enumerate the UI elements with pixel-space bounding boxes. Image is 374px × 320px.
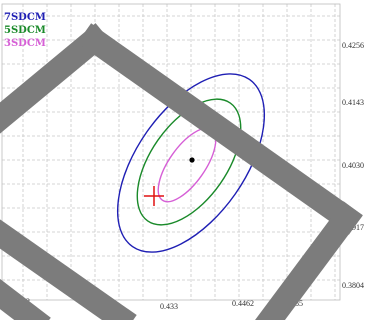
target-plus-marker — [144, 186, 164, 206]
center-point — [189, 157, 195, 163]
y-tick-label: 0.4143 — [342, 98, 364, 107]
legend-3sdcm: 3SDCM — [4, 38, 46, 49]
legend-7sdcm: 7SDCM — [4, 12, 46, 23]
overlay-band — [77, 23, 363, 235]
ellipse-5sdcm — [136, 98, 242, 226]
overlay-band — [0, 219, 137, 320]
overlay-band — [0, 278, 51, 320]
y-tick-label: 0.4256 — [342, 41, 364, 50]
ellipse-7sdcm — [116, 73, 266, 253]
y-tick-label: 0.4030 — [342, 161, 364, 170]
legend: 7SDCM 5SDCM 3SDCM — [4, 12, 46, 49]
overlay-band — [255, 201, 363, 320]
overlay-band — [0, 23, 111, 134]
legend-5sdcm: 5SDCM — [4, 25, 46, 36]
plot-frame — [1, 3, 341, 301]
diagonal-overlay-bands — [0, 23, 363, 320]
y-tick-label: 0.3804 — [342, 281, 364, 290]
x-tick-label: 0.433 — [160, 302, 178, 311]
x-tick-label: 0.4462 — [232, 299, 254, 308]
